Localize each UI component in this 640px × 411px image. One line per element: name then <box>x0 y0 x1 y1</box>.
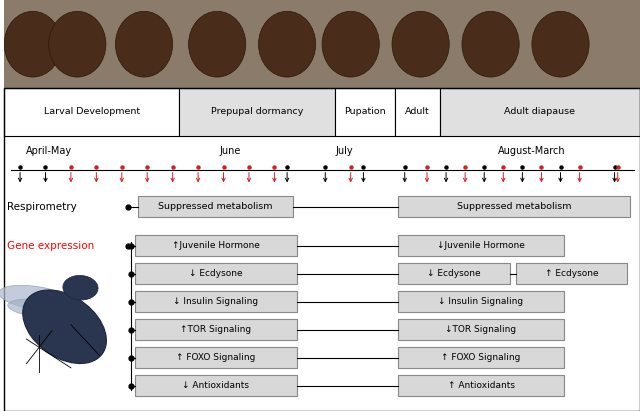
Bar <box>134 235 297 256</box>
Ellipse shape <box>392 12 449 77</box>
Text: ↓Juvenile Hormone: ↓Juvenile Hormone <box>437 241 525 250</box>
Bar <box>440 88 640 136</box>
Bar <box>4 88 640 411</box>
Ellipse shape <box>532 12 589 77</box>
Text: Pupation: Pupation <box>344 108 386 116</box>
Text: Adult diapause: Adult diapause <box>504 108 575 116</box>
Bar <box>398 319 564 340</box>
Text: Suppressed metabolism: Suppressed metabolism <box>457 202 572 211</box>
Text: ↑ Antioxidants: ↑ Antioxidants <box>447 381 515 390</box>
Ellipse shape <box>8 299 70 317</box>
Text: Respirometry: Respirometry <box>7 202 77 212</box>
Text: June: June <box>219 146 241 156</box>
Text: ↓ Insulin Signaling: ↓ Insulin Signaling <box>173 297 258 306</box>
Bar <box>398 263 509 284</box>
Bar <box>134 319 297 340</box>
Text: ↓ Ecdysone: ↓ Ecdysone <box>189 269 243 278</box>
Bar <box>134 263 297 284</box>
Bar <box>134 291 297 312</box>
Ellipse shape <box>23 290 106 363</box>
Bar <box>4 0 640 88</box>
Ellipse shape <box>189 12 246 77</box>
Ellipse shape <box>49 12 106 77</box>
Bar <box>138 196 294 217</box>
Text: ↑ FOXO Signaling: ↑ FOXO Signaling <box>176 353 255 362</box>
Text: ↓TOR Signaling: ↓TOR Signaling <box>445 325 516 334</box>
Ellipse shape <box>322 12 380 77</box>
Bar <box>398 291 564 312</box>
Ellipse shape <box>63 275 98 300</box>
Text: August-March: August-March <box>498 146 566 156</box>
Ellipse shape <box>462 12 519 77</box>
Ellipse shape <box>0 285 73 311</box>
Text: Adult: Adult <box>405 108 430 116</box>
Ellipse shape <box>115 12 173 77</box>
Text: April-May: April-May <box>26 146 72 156</box>
Text: ↓ Antioxidants: ↓ Antioxidants <box>182 381 249 390</box>
Bar <box>134 375 297 396</box>
Text: Prepupal dormancy: Prepupal dormancy <box>211 108 303 116</box>
Text: ↑TOR Signaling: ↑TOR Signaling <box>180 325 251 334</box>
Text: Larval Development: Larval Development <box>44 108 140 116</box>
Bar <box>4 88 179 136</box>
Bar <box>396 88 440 136</box>
Bar <box>398 196 630 217</box>
Bar <box>335 88 396 136</box>
Text: Suppressed metabolism: Suppressed metabolism <box>158 202 273 211</box>
Text: ↑ FOXO Signaling: ↑ FOXO Signaling <box>442 353 521 362</box>
Ellipse shape <box>4 12 61 77</box>
Text: July: July <box>335 146 353 156</box>
Text: ↓ Ecdysone: ↓ Ecdysone <box>428 269 481 278</box>
Text: Gene expression: Gene expression <box>7 241 95 251</box>
Bar <box>398 235 564 256</box>
Bar <box>134 347 297 368</box>
Text: ↓ Insulin Signaling: ↓ Insulin Signaling <box>438 297 524 306</box>
Text: ↑Juvenile Hormone: ↑Juvenile Hormone <box>172 241 259 250</box>
Bar <box>179 88 335 136</box>
Ellipse shape <box>259 12 316 77</box>
Text: ↑ Ecdysone: ↑ Ecdysone <box>545 269 598 278</box>
Bar <box>516 263 627 284</box>
Bar <box>398 375 564 396</box>
Bar <box>398 347 564 368</box>
